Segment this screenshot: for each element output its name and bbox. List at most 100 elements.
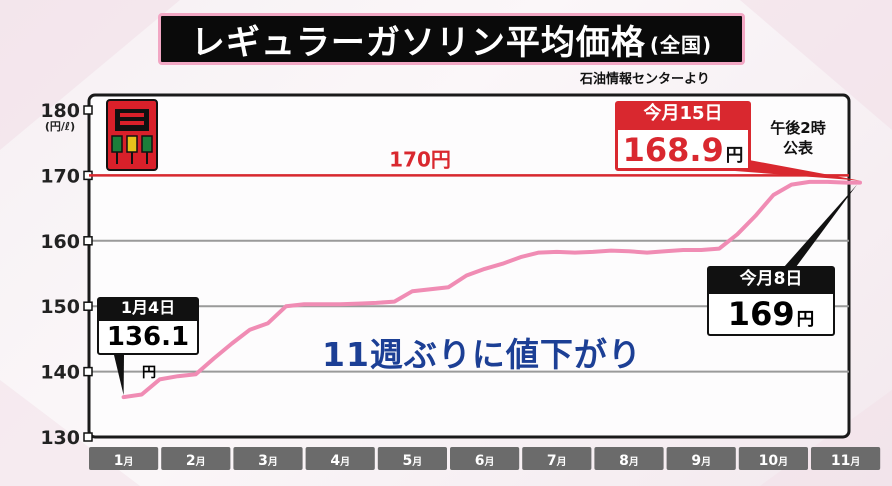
callout-jan4-unit: 円 xyxy=(141,365,157,381)
y-tick-marker-130 xyxy=(83,432,93,442)
callout-nov15-value-box: 168.9 円 xyxy=(615,127,751,171)
y-tick-label-180: 180 xyxy=(40,100,80,122)
data-point-32 xyxy=(700,248,703,252)
reference-line-label: 170円 xyxy=(389,147,451,171)
callout-nov15: 今月15日 168.9 円 xyxy=(615,101,751,171)
data-point-28 xyxy=(627,250,631,253)
data-point-10 xyxy=(302,303,306,306)
data-point-8 xyxy=(266,322,270,325)
x-tick-label-5: 5月 xyxy=(403,453,423,469)
data-point-34 xyxy=(736,233,739,236)
x-tick-bg-6 xyxy=(450,447,520,470)
callout-nov15-label: 今月15日 xyxy=(615,101,751,127)
data-point-29 xyxy=(645,251,649,254)
data-point-33 xyxy=(718,247,721,250)
data-point-27 xyxy=(609,249,613,252)
callout-nov8-unit: 円 xyxy=(796,310,815,330)
data-point-0 xyxy=(122,395,125,399)
data-point-25 xyxy=(573,251,577,254)
data-point-16 xyxy=(411,289,414,293)
data-point-26 xyxy=(591,250,595,254)
callout-nov8: 今月8日 169 円 xyxy=(707,266,835,336)
x-tick-label-1: 1月 xyxy=(114,453,134,469)
data-point-13 xyxy=(357,302,360,305)
data-point-3 xyxy=(176,374,179,378)
x-tick-label-2: 2月 xyxy=(186,453,206,469)
callout-jan4: 1月4日 136.1 円 xyxy=(97,297,199,381)
callout-jan4-value-box: 136.1 円 xyxy=(97,319,199,381)
data-point-19 xyxy=(465,274,468,277)
source-credit: 石油情報センターより xyxy=(580,72,710,87)
x-tick-bg-4 xyxy=(305,447,375,470)
gas-pump-icon xyxy=(106,99,158,171)
data-point-18 xyxy=(447,286,450,289)
chart-title-sub: (全国) xyxy=(649,32,713,57)
price-line xyxy=(121,179,862,400)
data-point-1 xyxy=(140,393,143,396)
callout-jan4-label: 1月4日 xyxy=(97,297,199,319)
data-point-9 xyxy=(284,305,288,308)
plot-area xyxy=(87,93,851,439)
data-point-36 xyxy=(772,193,775,197)
announcement-label: 公表 xyxy=(782,139,813,157)
x-tick-label-9: 9月 xyxy=(691,453,711,469)
y-tick-label-130: 130 xyxy=(40,427,80,449)
x-tick-label-7: 7月 xyxy=(547,453,567,469)
data-point-6 xyxy=(230,342,234,345)
data-point-31 xyxy=(681,248,685,252)
x-tick-label-11: 11月 xyxy=(831,453,860,469)
y-axis-unit: (円/ℓ) xyxy=(45,120,75,133)
x-tick-label-10: 10月 xyxy=(759,453,788,469)
y-tick-marker-180 xyxy=(83,105,93,115)
data-point-40 xyxy=(844,181,847,184)
data-point-23 xyxy=(537,251,540,254)
callout-nov8-value: 169 xyxy=(727,295,795,333)
x-tick-bg-11 xyxy=(811,447,881,470)
data-point-30 xyxy=(663,250,667,253)
callout-nov15-value: 168.9 xyxy=(622,131,724,169)
x-tick-bg-10 xyxy=(738,447,808,470)
data-point-14 xyxy=(375,301,378,305)
x-tick-label-3: 3月 xyxy=(258,453,278,469)
callout-jan4-value: 136.1 xyxy=(106,322,190,352)
callout-nov8-label: 今月8日 xyxy=(707,266,835,292)
announcement-time: 午後2時 xyxy=(770,119,826,137)
y-tick-label-150: 150 xyxy=(40,296,80,318)
y-tick-marker-160 xyxy=(83,236,93,246)
pointer-nov8 xyxy=(784,184,858,267)
y-tick-label-170: 170 xyxy=(40,165,80,187)
callout-nov15-unit: 円 xyxy=(725,146,744,166)
x-tick-label-6: 6月 xyxy=(475,453,495,469)
data-point-17 xyxy=(429,287,432,291)
x-tick-bg-1 xyxy=(89,447,159,470)
headline-annotation: 11週ぶりに値下がり xyxy=(322,335,642,374)
data-point-5 xyxy=(212,357,216,360)
data-point-41 xyxy=(858,181,862,184)
data-point-21 xyxy=(501,262,504,265)
data-point-39 xyxy=(826,180,829,184)
data-point-2 xyxy=(158,378,161,381)
y-tick-label-140: 140 xyxy=(40,362,80,384)
x-tick-bg-2 xyxy=(161,447,231,470)
x-tick-bg-3 xyxy=(233,447,303,470)
x-tick-bg-8 xyxy=(594,447,664,470)
data-point-12 xyxy=(339,303,342,306)
data-point-11 xyxy=(320,303,324,306)
data-point-7 xyxy=(248,328,252,331)
x-tick-bg-9 xyxy=(666,447,736,470)
data-point-37 xyxy=(790,183,793,186)
callout-nov8-value-box: 169 円 xyxy=(707,292,835,336)
data-point-20 xyxy=(483,267,486,271)
x-tick-label-8: 8月 xyxy=(619,453,639,469)
chart-title: レギュラーガソリン平均価格 (全国) xyxy=(158,13,745,65)
x-tick-bg-7 xyxy=(522,447,592,470)
y-tick-marker-140 xyxy=(83,366,93,377)
data-point-15 xyxy=(393,300,396,303)
x-tick-bg-5 xyxy=(377,447,447,470)
y-tick-marker-150 xyxy=(83,301,93,311)
chart-title-main: レギュラーガソリン平均価格 xyxy=(190,22,646,63)
x-tick-label-4: 4月 xyxy=(330,453,350,469)
data-point-38 xyxy=(808,180,811,184)
y-tick-label-160: 160 xyxy=(40,231,80,253)
